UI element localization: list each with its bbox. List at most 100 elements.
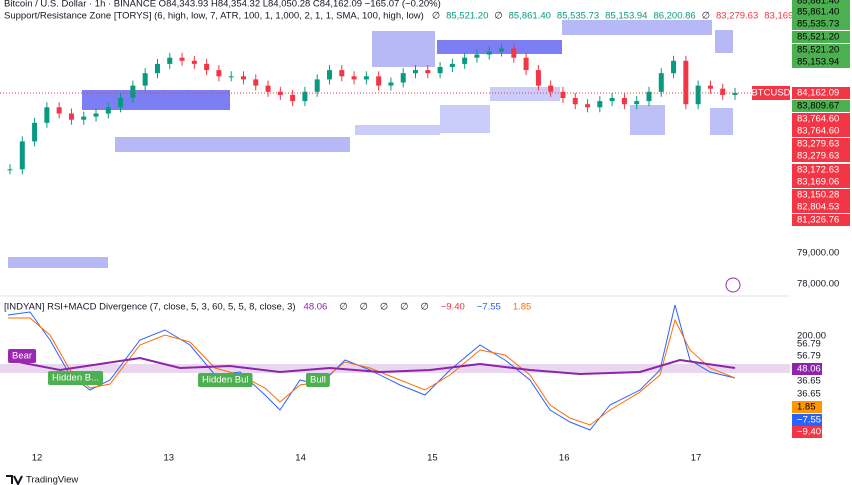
candle (511, 48, 517, 58)
candle (548, 85, 554, 92)
candle (658, 73, 664, 92)
tag (198, 373, 253, 387)
candle (228, 76, 234, 78)
ind-label-bg (792, 401, 822, 413)
price-label-bg (792, 164, 850, 176)
candle (339, 70, 345, 77)
zone-legend: Support/Resistance Zone [TORYS] (6, high… (4, 11, 814, 22)
price-label: 83,809.67 (797, 101, 839, 112)
candle (449, 63, 455, 67)
candle (326, 70, 332, 80)
zone (437, 40, 562, 54)
indicator-value: −9.40 (441, 302, 465, 313)
indicator-plots (0, 304, 790, 431)
price-label-bg (792, 189, 850, 201)
zone (372, 31, 435, 67)
candle (277, 91, 283, 95)
zone (562, 20, 712, 35)
zone-value: 85,153.94 (605, 11, 647, 22)
price-label: 83,172.63 (797, 165, 839, 176)
candle (437, 67, 443, 74)
ticker: BTCUSD (751, 87, 790, 98)
candle (130, 85, 136, 98)
candle (32, 122, 38, 142)
price-axis: 85,861.4085,861.4085,535.7385,521.2085,5… (792, 0, 850, 438)
candle (585, 104, 591, 108)
candle (560, 91, 566, 98)
price-label: 85,535.73 (797, 19, 839, 30)
time-label: 15 (427, 453, 438, 464)
ind-label-bg (792, 426, 822, 438)
candle (93, 113, 99, 117)
time-label: 16 (559, 453, 570, 464)
price-label-bg (792, 56, 850, 68)
candle (671, 60, 677, 74)
indicator-value: 1.85 (513, 302, 532, 313)
price-label: 83,279.63 (797, 151, 839, 162)
candle (81, 116, 87, 120)
candle (388, 82, 394, 86)
candles (7, 43, 738, 175)
candle (634, 101, 640, 105)
candle (597, 101, 603, 108)
price-label-bg (792, 214, 850, 226)
indicator-value: ∅ (400, 302, 408, 313)
ticker-tag (752, 85, 790, 100)
tag-label: Hidden Bul (202, 375, 248, 386)
indicator-value: 48.06 (304, 302, 328, 313)
symbol-line: Bitcoin / U.S. Dollar · 1h · BINANCE O84… (4, 0, 441, 10)
footer: TradingView (26, 475, 78, 485)
zone-value: 86,200.86 (653, 11, 695, 22)
candle (142, 73, 148, 86)
price-label-bg (792, 176, 850, 188)
candle (204, 63, 210, 71)
price-label-bg (792, 0, 850, 7)
candle (68, 113, 74, 120)
indicator-value: ∅ (360, 302, 368, 313)
candle (720, 88, 726, 95)
price-label: 83,150.28 (797, 190, 839, 201)
candle (499, 48, 505, 52)
ind-label: 1.85 (797, 402, 816, 413)
tag-label: Bear (12, 351, 32, 362)
tag (306, 373, 330, 387)
candle (240, 76, 246, 80)
zone (440, 105, 490, 133)
tag (48, 371, 103, 385)
candle (621, 98, 627, 105)
ind-label-bg (792, 414, 822, 426)
price-label: 85,153.94 (797, 57, 839, 68)
candle (732, 92, 738, 95)
zone-value: 83,279.63 (716, 11, 758, 22)
zone-value: ∅ (702, 11, 710, 22)
zone-value: 85,861.40 (509, 11, 551, 22)
price-label-bg (792, 138, 850, 150)
ind-label: 36.65 (797, 389, 821, 400)
price-label-bg (792, 87, 850, 99)
zone-value: 83,169.06... (764, 11, 814, 22)
ma-line (7, 356, 736, 376)
price-label: 85,861.40 (797, 0, 839, 7)
price-label: 83,279.63 (797, 139, 839, 150)
candle (216, 70, 222, 77)
zone (630, 105, 665, 135)
price-label: 79,000.00 (797, 248, 839, 259)
indicator-values: 48.06 ∅ ∅ ∅ ∅ ∅ −9.40 −7.55 1.85 (304, 302, 532, 313)
indicator-title: [INDYAN] RSI+MACD Divergence (7, close, … (4, 302, 296, 313)
price-label: 83,764.60 (797, 114, 839, 125)
price-label-bg (792, 113, 850, 125)
price-label: 81,326.76 (797, 215, 839, 226)
price-label-bg (792, 150, 850, 162)
logo (6, 475, 23, 485)
candle (609, 98, 615, 102)
candle (376, 76, 382, 86)
price-label: 84,162.09 (797, 88, 839, 99)
candle (535, 70, 541, 86)
icon[interactable] (725, 277, 741, 293)
candle (154, 63, 160, 74)
time-label: 13 (164, 453, 175, 464)
candle (253, 79, 259, 86)
indicator-value: −7.55 (477, 302, 501, 313)
price-label-bg (792, 6, 850, 18)
signal-line (8, 317, 736, 426)
